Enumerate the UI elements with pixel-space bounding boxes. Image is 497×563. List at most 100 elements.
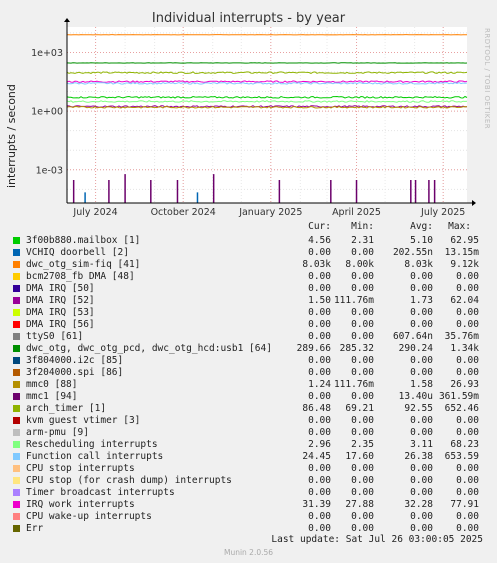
legend-header-max: Max: (448, 221, 471, 232)
chart-plot: 1e+03 1e+00 1e-03 July 2024 October 2024 Janu… (31, 18, 476, 218)
legend-value-max: 0.00 (456, 427, 479, 438)
legend-value-avg: 0.00 (410, 367, 433, 378)
legend-value-cur: 1.50 (308, 295, 331, 306)
legend-value-avg: 290.24 (398, 343, 433, 354)
x-tick-label: January 2025 (238, 207, 302, 218)
legend-value-min: 0.00 (351, 463, 374, 474)
legend-row: DMA IRQ [53] 0.00 0.00 0.00 0.00 (0, 307, 497, 319)
legend-value-min: 2.35 (351, 439, 374, 450)
y-tick-label: 1e-03 (36, 165, 63, 176)
legend-series-name: DMA IRQ [52] (26, 295, 95, 306)
legend-value-cur: 0.00 (308, 355, 331, 366)
legend-value-avg: 0.00 (410, 523, 433, 534)
series-line (66, 80, 468, 83)
legend-row: bcm2708_fb DMA [48] 0.00 0.00 0.00 0.00 (0, 271, 497, 283)
legend-value-min: 0.00 (351, 487, 374, 498)
legend-value-max: 77.91 (450, 499, 479, 510)
legend-value-max: 0.00 (456, 355, 479, 366)
munin-version: Munin 2.0.56 (223, 548, 274, 557)
legend-value-min: 0.00 (351, 391, 374, 402)
legend-value-min: 111.76m (333, 379, 374, 390)
legend-value-avg: 1.73 (410, 295, 433, 306)
series-line (66, 95, 468, 99)
legend-value-max: 653.59 (444, 451, 479, 462)
legend-row: DMA IRQ [52] 1.50 111.76m 1.73 62.04 (0, 295, 497, 307)
legend-value-cur: 0.00 (308, 319, 331, 330)
legend-value-min: 0.00 (351, 367, 374, 378)
legend-value-cur: 0.00 (308, 367, 331, 378)
legend-swatch (13, 489, 20, 496)
legend-swatch (13, 249, 20, 256)
legend-value-cur: 289.66 (296, 343, 331, 354)
legend-value-cur: 0.00 (308, 391, 331, 402)
legend-series-name: CPU stop interrupts (26, 463, 135, 474)
legend-value-cur: 4.56 (308, 235, 331, 246)
legend-value-min: 17.60 (345, 451, 374, 462)
legend-row: DMA IRQ [56] 0.00 0.00 0.00 0.00 (0, 319, 497, 331)
legend-swatch (13, 429, 20, 436)
series-line (66, 105, 468, 109)
legend-value-max: 0.00 (456, 463, 479, 474)
legend-series-name: arch_timer [1] (26, 403, 107, 414)
x-tick-label: April 2025 (332, 207, 381, 218)
legend-swatch (13, 357, 20, 364)
legend-value-avg: 3.11 (410, 439, 433, 450)
plot-background (67, 27, 467, 203)
legend-value-min: 0.00 (351, 415, 374, 426)
legend-series-name: VCHIQ doorbell [2] (26, 247, 129, 258)
legend-swatch (13, 321, 20, 328)
legend-value-max: 0.00 (456, 415, 479, 426)
legend-value-avg: 13.40u (398, 391, 433, 402)
legend-swatch (13, 513, 20, 520)
legend-row: mmc1 [94] 0.00 0.00 13.40u 361.59m (0, 391, 497, 403)
legend-value-cur: 86.48 (302, 403, 331, 414)
legend-value-avg: 8.03k (404, 259, 433, 270)
legend-swatch (13, 261, 20, 268)
legend-value-max: 62.04 (450, 295, 479, 306)
legend-series-name: Timer broadcast interrupts (26, 487, 175, 498)
series-line (66, 100, 468, 103)
legend-value-avg: 607.64n (392, 331, 433, 342)
legend-swatch (13, 405, 20, 412)
legend-swatch (13, 525, 20, 532)
legend-series-name: Err (26, 523, 44, 534)
legend-value-cur: 31.39 (302, 499, 331, 510)
legend-value-min: 0.00 (351, 511, 374, 522)
legend-value-max: 9.12k (450, 259, 479, 270)
legend-swatch (13, 417, 20, 424)
legend-series-name: DMA IRQ [56] (26, 319, 95, 330)
legend-swatch (13, 453, 20, 460)
legend-value-avg: 0.00 (410, 511, 433, 522)
legend-value-avg: 0.00 (410, 307, 433, 318)
x-tick-label: July 2025 (420, 207, 465, 218)
legend-value-max: 0.00 (456, 475, 479, 486)
legend-series-name: dwc_otg, dwc_otg_pcd, dwc_otg_hcd:usb1 [… (26, 343, 272, 354)
legend-swatch (13, 237, 20, 244)
legend-series-name: DMA IRQ [50] (26, 283, 95, 294)
legend-value-avg: 0.00 (410, 415, 433, 426)
legend-series-name: DMA IRQ [53] (26, 307, 95, 318)
legend-value-max: 0.00 (456, 511, 479, 522)
legend-value-min: 0.00 (351, 355, 374, 366)
legend-value-cur: 0.00 (308, 331, 331, 342)
legend-value-min: 0.00 (351, 307, 374, 318)
legend-value-avg: 0.00 (410, 319, 433, 330)
legend-value-cur: 0.00 (308, 307, 331, 318)
legend-value-max: 13.15m (444, 247, 479, 258)
legend-series-name: mmc0 [88] (26, 379, 78, 390)
x-axis-arrow (472, 200, 476, 206)
legend-swatch (13, 273, 20, 280)
legend-value-max: 26.93 (450, 379, 479, 390)
chart-title: Individual interrupts - by year (151, 11, 346, 26)
legend-row: VCHIQ doorbell [2] 0.00 0.00 202.55n 13.15m (0, 247, 497, 259)
legend-header-min: Min: (351, 221, 374, 232)
legend-row: Rescheduling interrupts 2.96 2.35 3.11 68.23 (0, 439, 497, 451)
y-axis-arrow (64, 18, 70, 22)
legend-value-cur: 0.00 (308, 427, 331, 438)
legend-row: CPU stop interrupts 0.00 0.00 0.00 0.00 (0, 463, 497, 475)
legend-value-min: 0.00 (351, 523, 374, 534)
legend-value-avg: 0.00 (410, 475, 433, 486)
legend-value-cur: 1.24 (308, 379, 331, 390)
legend-series-name: IRQ work interrupts (26, 499, 135, 510)
legend-value-avg: 5.10 (410, 235, 433, 246)
